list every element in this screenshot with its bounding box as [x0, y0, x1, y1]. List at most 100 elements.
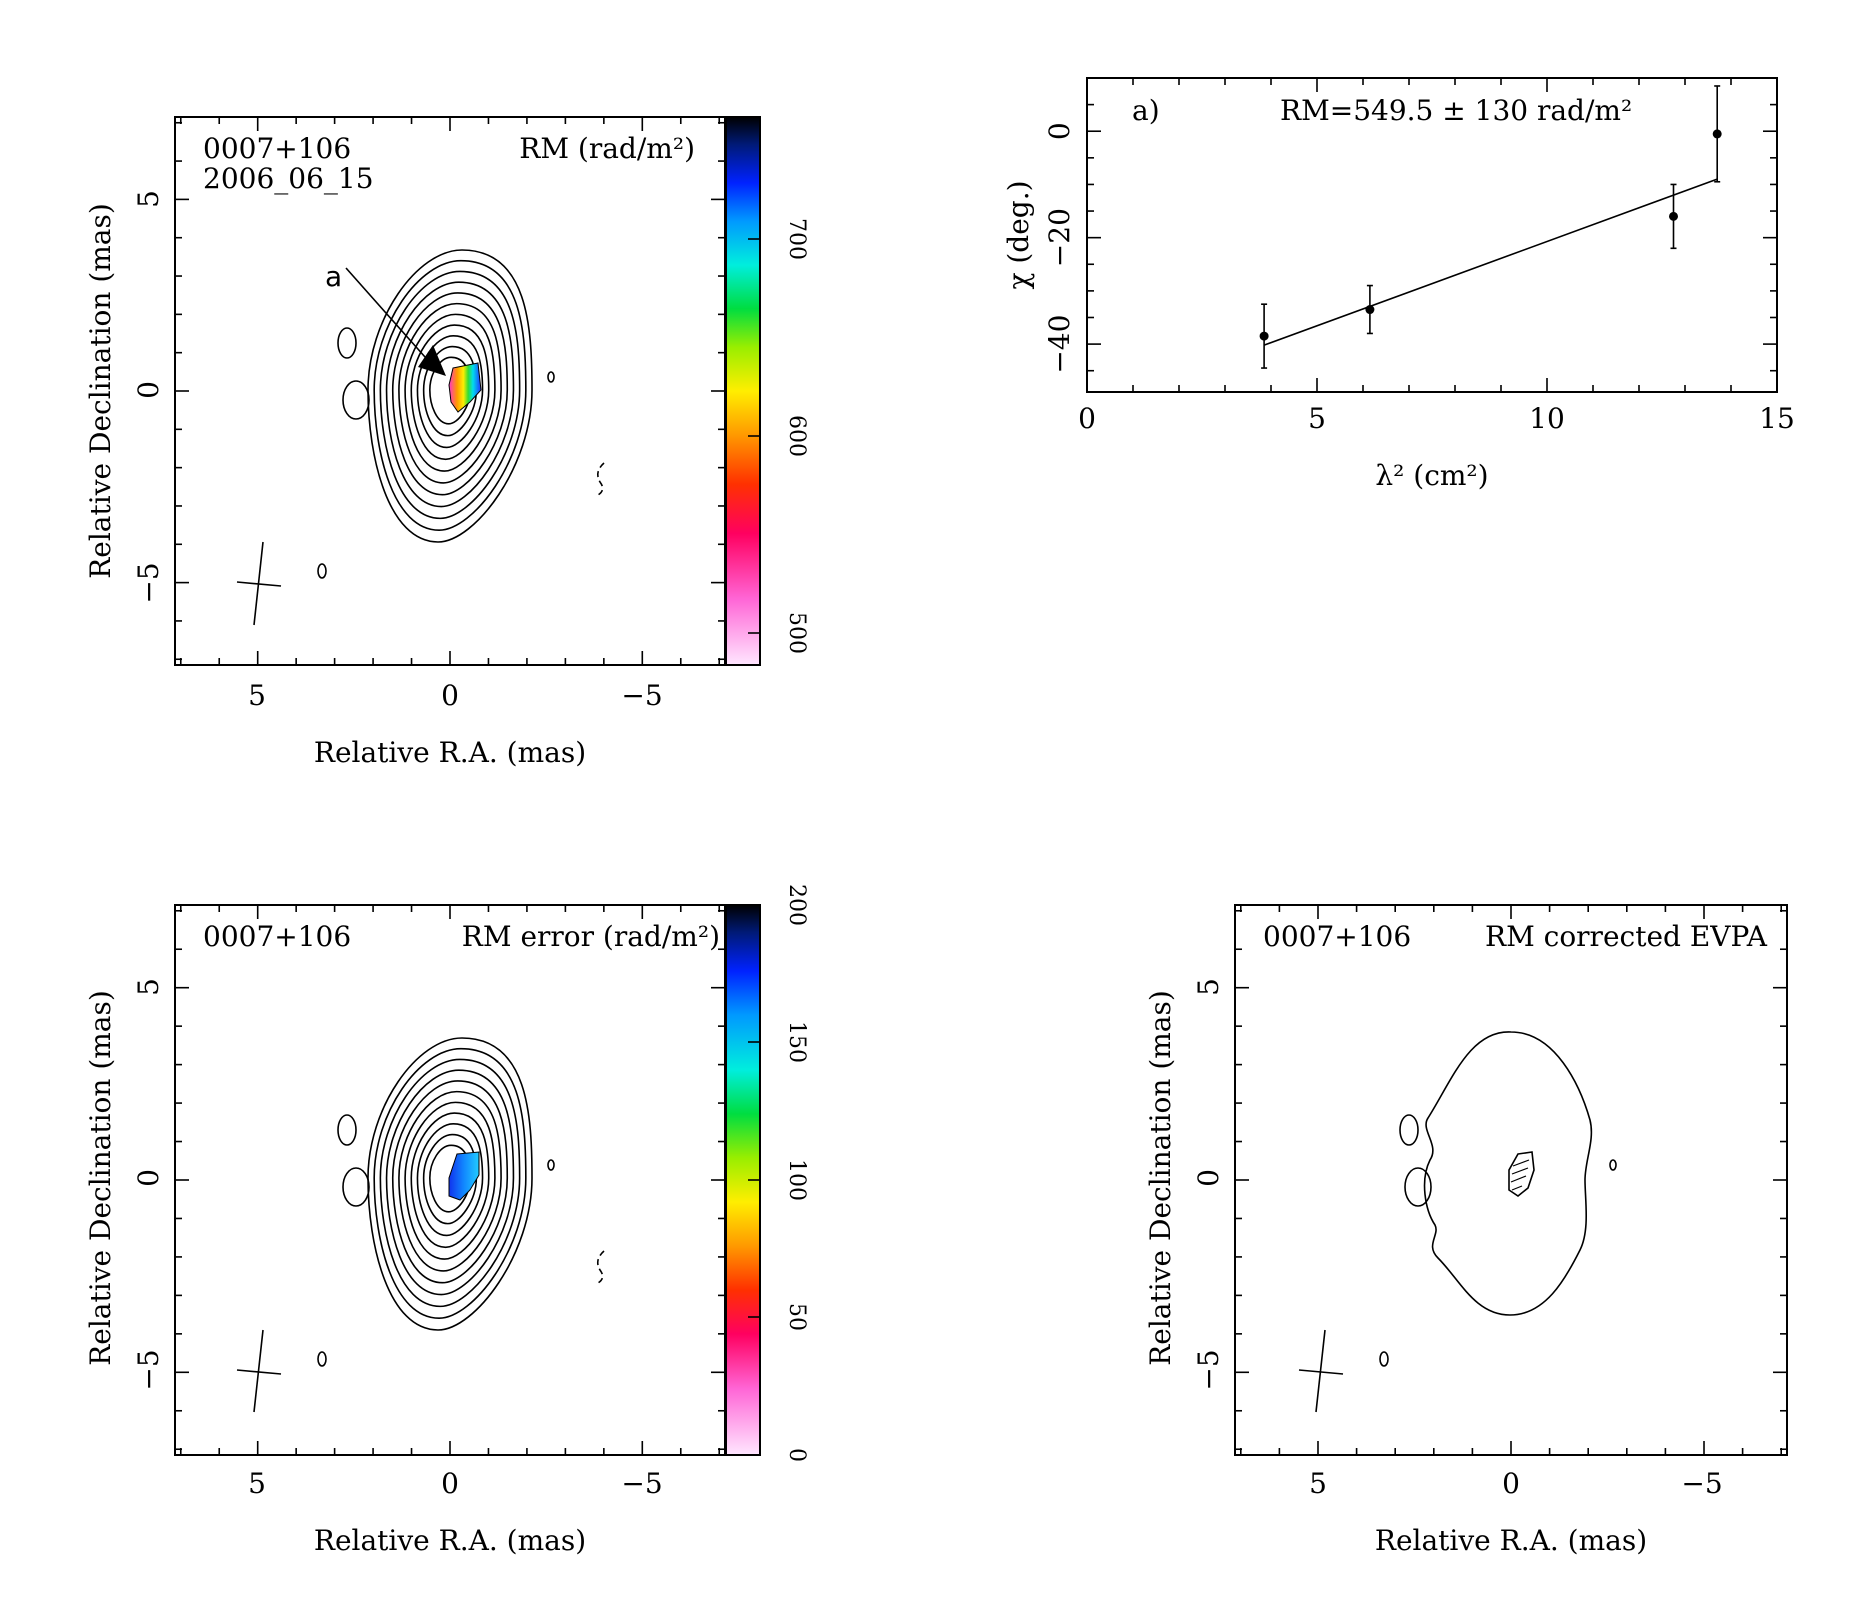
data-point	[1712, 129, 1722, 139]
contour-level	[367, 1037, 533, 1331]
x-axis-title: λ² (cm²)	[1375, 459, 1488, 492]
contour-level	[391, 1080, 509, 1284]
rm-error-color-region	[448, 1151, 480, 1201]
x-tick-label: 5	[248, 1467, 266, 1500]
small-component	[1609, 1159, 1617, 1171]
y-tick-label: 0	[132, 381, 165, 399]
x-axis-title: Relative R.A. (mas)	[314, 1524, 586, 1557]
rm-fit-chart: 0 5 10 15 0 −20 −40 a) RM=549.5 ± 130 rad/m² λ…	[1002, 77, 1795, 492]
beam-icon	[236, 541, 282, 626]
x-tick-label: 0	[441, 1467, 459, 1500]
x-tick-label: 10	[1529, 402, 1565, 435]
y-tick-label: −20	[1043, 208, 1076, 267]
contour-level	[379, 1058, 521, 1308]
fit-line	[1263, 178, 1718, 346]
side-component	[342, 1167, 370, 1207]
colorbar-tick-label: 600	[784, 415, 809, 457]
contour-level	[404, 1101, 496, 1260]
x-tick-label: 0	[441, 679, 459, 712]
contour-level	[385, 281, 515, 508]
colorbar-tick-label: 50	[784, 1303, 809, 1331]
side-component	[342, 380, 370, 420]
source-name: 0007+106	[203, 920, 351, 953]
evpa-map-frame	[1234, 904, 1788, 1456]
contour-level	[398, 302, 502, 484]
colorbar-tick-label: 700	[784, 218, 809, 260]
map-label: RM error (rad/m²)	[462, 920, 720, 953]
y-axis-title: Relative Declination (mas)	[84, 203, 117, 579]
chart-tick-labels: 0 5 10 15 0 −20 −40	[1043, 122, 1795, 435]
y-axis-title: Relative Declination (mas)	[1144, 990, 1177, 1366]
rm-colorbar-ticks	[748, 238, 760, 634]
negative-contour	[596, 462, 605, 496]
colorbar-tick-label: 150	[784, 1021, 809, 1063]
observation-date: 2006_06_15	[203, 162, 374, 195]
chart-frame	[1086, 77, 1778, 393]
contour-level	[404, 313, 496, 472]
x-tick-label: −5	[621, 1467, 662, 1500]
panel-label: a)	[1132, 94, 1160, 127]
small-component	[317, 563, 327, 579]
y-axis-title: Relative Declination (mas)	[84, 990, 117, 1366]
small-component	[547, 371, 555, 383]
contour-level	[379, 270, 521, 520]
outer-contour	[1423, 1031, 1593, 1316]
contour-level	[410, 324, 490, 461]
colorbar-tick-label: 200	[784, 884, 809, 926]
evpa-map-panel: 0007+106 RM corrected EVPA 5 0 −5 5 0 −5…	[1144, 904, 1788, 1557]
side-component	[1399, 1114, 1419, 1146]
x-tick-label: 5	[1308, 402, 1326, 435]
small-component	[1379, 1351, 1389, 1367]
x-axis-title: Relative R.A. (mas)	[314, 736, 586, 769]
source-name: 0007+106	[1263, 920, 1411, 953]
y-tick-label: −5	[1192, 1349, 1225, 1390]
y-tick-label: 0	[1192, 1169, 1225, 1187]
rm-colorbar	[725, 116, 761, 666]
evpa-core-contour	[1508, 1151, 1535, 1197]
contour-level	[398, 1090, 502, 1272]
marker-label: a	[325, 260, 342, 293]
colorbar-tick-label: 0	[784, 1448, 809, 1462]
data-point	[1669, 211, 1678, 221]
rm-map-panel: a 0007+106 2006_06_15 RM (rad/m²) 5 0 −5…	[84, 116, 809, 769]
data-points	[1259, 85, 1722, 369]
rm-map-ticks	[175, 117, 725, 665]
side-component	[1404, 1167, 1432, 1207]
x-tick-label: 5	[1309, 1467, 1327, 1500]
y-tick-label: 0	[132, 1169, 165, 1187]
x-tick-label: 5	[248, 679, 266, 712]
rm-map-contours	[317, 249, 605, 579]
rm-error-map-ticks	[175, 905, 725, 1455]
x-tick-label: −5	[621, 679, 662, 712]
small-component	[547, 1159, 555, 1171]
y-tick-label: −5	[132, 562, 165, 603]
chart-ticks	[1087, 78, 1777, 392]
marker-arrow	[345, 267, 434, 367]
evpa-vectors	[1510, 1159, 1530, 1191]
map-label: RM corrected EVPA	[1485, 920, 1768, 953]
side-component	[337, 327, 357, 359]
y-tick-label: 0	[1043, 122, 1076, 140]
contour-level	[385, 1069, 515, 1296]
contour-level	[373, 1047, 527, 1319]
data-point	[1365, 305, 1375, 315]
x-tick-label: −5	[1681, 1467, 1722, 1500]
contour-level	[416, 1123, 484, 1237]
x-tick-label: 0	[1502, 1467, 1520, 1500]
rm-error-map-panel: 0007+106 RM error (rad/m²) 5 0 −5 5 0 −5…	[84, 884, 809, 1557]
contour-level	[367, 249, 533, 543]
y-axis-title: χ (deg.)	[1002, 180, 1035, 289]
y-tick-label: −5	[132, 1349, 165, 1390]
source-name: 0007+106	[203, 132, 351, 165]
rm-annotation: RM=549.5 ± 130 rad/m²	[1280, 94, 1632, 127]
colorbar-tick-label: 100	[784, 1159, 809, 1201]
map-label: RM (rad/m²)	[519, 132, 695, 165]
y-tick-label: 5	[132, 978, 165, 996]
contour-level	[410, 1112, 490, 1249]
x-tick-label: 15	[1759, 402, 1795, 435]
beam-icon	[236, 1329, 282, 1413]
negative-contour	[596, 1250, 605, 1284]
marker-arrowhead	[418, 345, 446, 376]
beam-icon	[1298, 1329, 1344, 1413]
